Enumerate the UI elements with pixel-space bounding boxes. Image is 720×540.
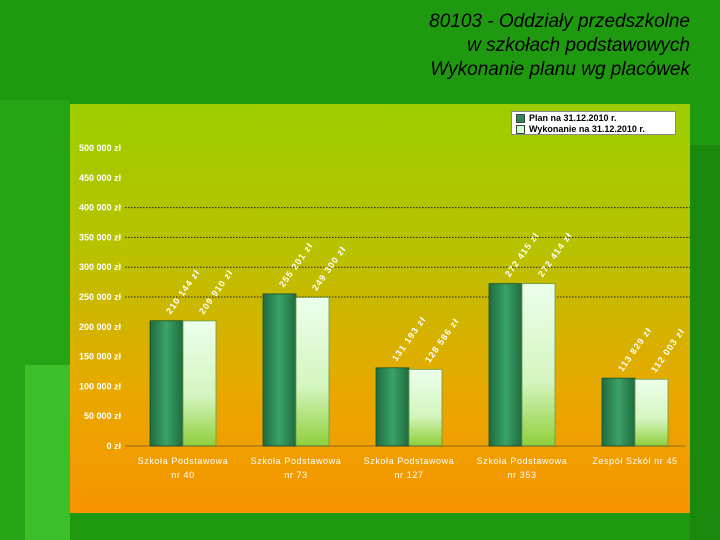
category-label: nr 40 [171, 470, 195, 480]
y-tick-label: 300 000 zł [79, 262, 122, 272]
background-block-right [690, 145, 720, 540]
category-label: Szkoła Podstawowa [364, 456, 455, 466]
legend-label-plan: Plan na 31.12.2010 r. [529, 113, 617, 123]
y-tick-label: 200 000 zł [79, 322, 122, 332]
category-label: Szkoła Podstawowa [477, 456, 568, 466]
bar-wykonanie [408, 368, 443, 447]
y-tick-label: 400 000 zł [79, 203, 122, 213]
y-tick-label: 350 000 zł [79, 232, 122, 242]
chart-legend: Plan na 31.12.2010 r. Wykonanie na 31.12… [511, 111, 676, 135]
y-tick-label: 500 000 zł [79, 143, 122, 153]
y-tick-label: 150 000 zł [79, 352, 122, 362]
bar-plan [149, 320, 184, 447]
background-block-left-inner [25, 365, 70, 540]
data-label: 112 003 zł [649, 326, 687, 374]
data-label: 131 193 zł [390, 315, 428, 363]
title-line-1: 80103 - Oddziały przedszkolne [429, 11, 690, 32]
category-label: Szkoła Podstawowa [138, 456, 229, 466]
legend-item-plan: Plan na 31.12.2010 r. [516, 113, 671, 124]
category-label: Szkoła Podstawowa [251, 456, 342, 466]
bar-wykonanie [521, 283, 556, 447]
slide-title: 80103 - Oddziały przedszkolne w szkołach… [170, 10, 690, 82]
category-label: nr 127 [394, 470, 423, 480]
legend-item-wykonanie: Wykonanie na 31.12.2010 r. [516, 124, 671, 135]
y-tick-label: 250 000 zł [79, 292, 122, 302]
bar-plan [262, 293, 297, 447]
y-tick-label: 0 zł [106, 441, 121, 451]
bar-wykonanie [182, 320, 217, 447]
legend-swatch-plan [516, 114, 525, 123]
title-line-2: w szkołach podstawowych [467, 35, 690, 56]
data-label: 209 910 zł [197, 268, 235, 316]
y-tick-label: 450 000 zł [79, 173, 122, 183]
y-tick-label: 100 000 zł [79, 381, 122, 391]
legend-label-wykonanie: Wykonanie na 31.12.2010 r. [529, 124, 645, 134]
data-label: 210 144 zł [164, 268, 202, 316]
category-label: Zespół Szkół nr 45 [592, 456, 677, 466]
bar-plan [601, 377, 636, 447]
data-label: 255 201 zł [277, 241, 315, 289]
title-line-3: Wykonanie planu wg placówek [430, 59, 690, 80]
legend-swatch-wykonanie [516, 125, 525, 134]
category-label: nr 73 [284, 470, 308, 480]
bar-wykonanie [295, 297, 330, 447]
data-label: 128 586 zł [423, 316, 461, 364]
bar-plan [488, 283, 523, 447]
data-label: 113 829 zł [616, 325, 654, 373]
data-label: 249 300 zł [310, 244, 348, 292]
y-tick-label: 50 000 zł [84, 411, 122, 421]
bar-plan [375, 367, 410, 447]
category-label: nr 353 [507, 470, 536, 480]
bar-wykonanie [634, 378, 669, 447]
